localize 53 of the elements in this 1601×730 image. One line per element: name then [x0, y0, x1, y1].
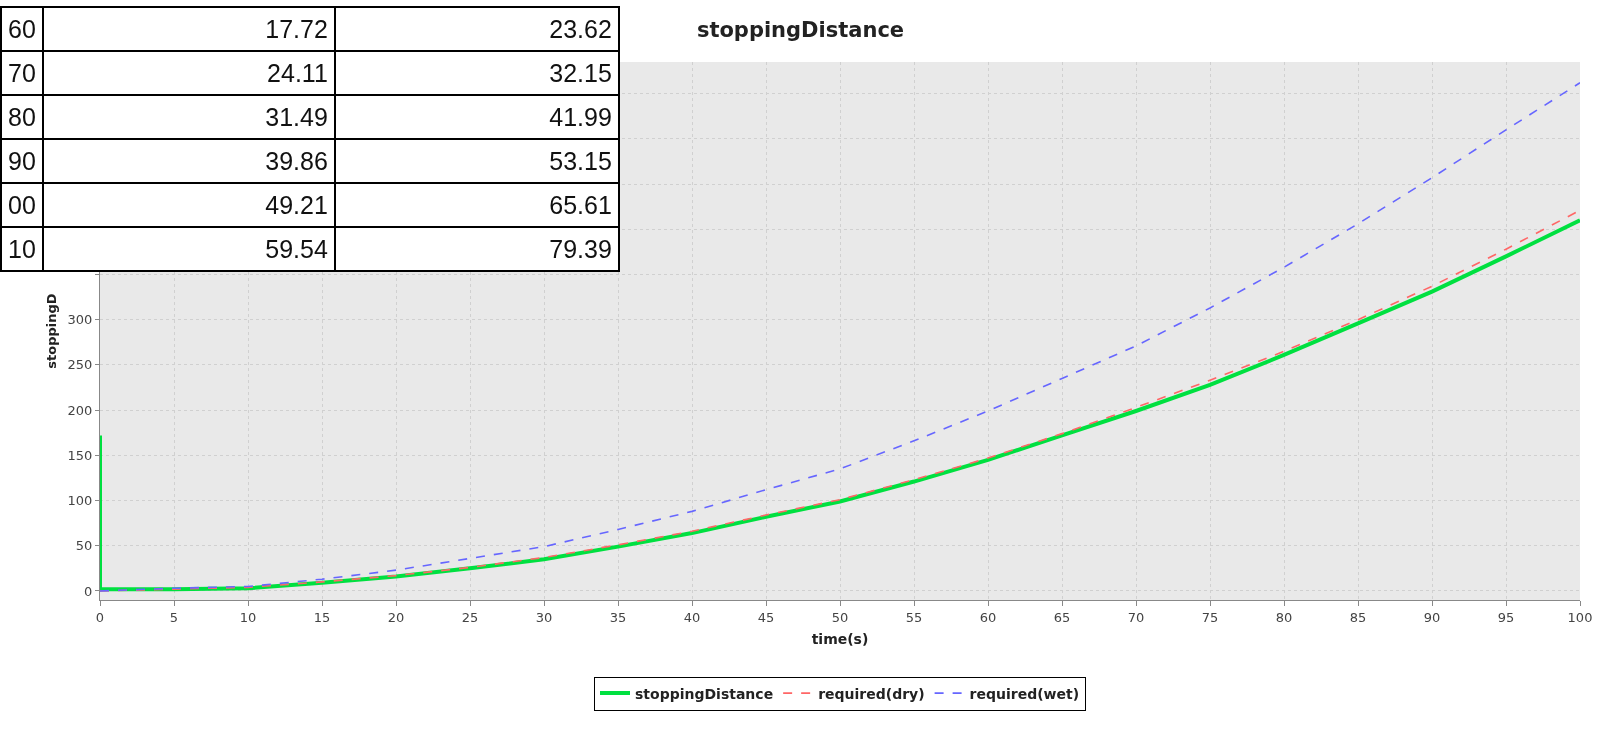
y-tick-label: 250	[67, 357, 93, 373]
text: 23.62	[334, 7, 619, 51]
x-tick-label: 80	[1275, 609, 1293, 625]
x-tick-label: 40	[683, 609, 701, 625]
legend-label: stoppingDistance	[635, 685, 774, 702]
text: 90	[1, 139, 43, 183]
text: 10	[1, 227, 43, 271]
x-tick-label: 50	[831, 609, 849, 625]
text: 80	[1, 95, 43, 139]
line-series	[100, 82, 1580, 592]
y-tick-label: 300	[67, 312, 93, 328]
annotation: 32.15	[334, 51, 619, 95]
chart-title: stoppingDistance	[696, 17, 905, 42]
x-tick-label: 85	[1349, 609, 1367, 625]
x-tick-label: 5	[169, 609, 179, 625]
x-tick-label: 15	[313, 609, 331, 625]
annotation: 24.11	[42, 51, 335, 95]
annotation: 53.15	[334, 139, 619, 183]
x-axis-title: time(s)	[811, 630, 869, 647]
y-tick-label: 50	[75, 538, 93, 554]
x-tick-label: 20	[387, 609, 405, 625]
x-tick-label: 45	[757, 609, 775, 625]
x-tick-label: 100	[1567, 609, 1593, 625]
x-tick-label: 30	[535, 609, 553, 625]
y-tick-label: 100	[67, 493, 93, 509]
x-tick-label: 70	[1127, 609, 1145, 625]
annotation: 65.61	[334, 183, 619, 227]
text: 60	[1, 7, 43, 51]
y-tick-label: 200	[67, 402, 93, 418]
x-tick-label: 65	[1053, 609, 1071, 625]
y-tick-label: 150	[67, 447, 93, 463]
annotation: 39.86	[42, 139, 335, 183]
text: 17.72	[42, 7, 335, 51]
text: 00	[1, 183, 43, 227]
annotation: 41.99	[334, 95, 619, 139]
x-tick-label: 75	[1201, 609, 1219, 625]
x-tick-label: 25	[461, 609, 479, 625]
legend-label: required(dry)	[818, 685, 925, 702]
annotation: 59.54	[42, 227, 335, 271]
x-tick-label: 35	[609, 609, 627, 625]
text: 70	[1, 51, 43, 95]
y-tick-label: 0	[84, 583, 93, 599]
legend-label: required(wet)	[969, 685, 1080, 702]
x-tick-label: 90	[1423, 609, 1441, 625]
annotation: 79.39	[334, 227, 619, 271]
annotation: 31.49	[42, 95, 335, 139]
x-tick-label: 0	[95, 609, 105, 625]
x-tick-label: 60	[979, 609, 997, 625]
x-tick-label: 10	[239, 609, 257, 625]
x-tick-label: 55	[905, 609, 923, 625]
y-axis-title: stoppingD	[43, 293, 59, 369]
x-tick-label: 95	[1497, 609, 1515, 625]
annotation: 49.21	[42, 183, 335, 227]
